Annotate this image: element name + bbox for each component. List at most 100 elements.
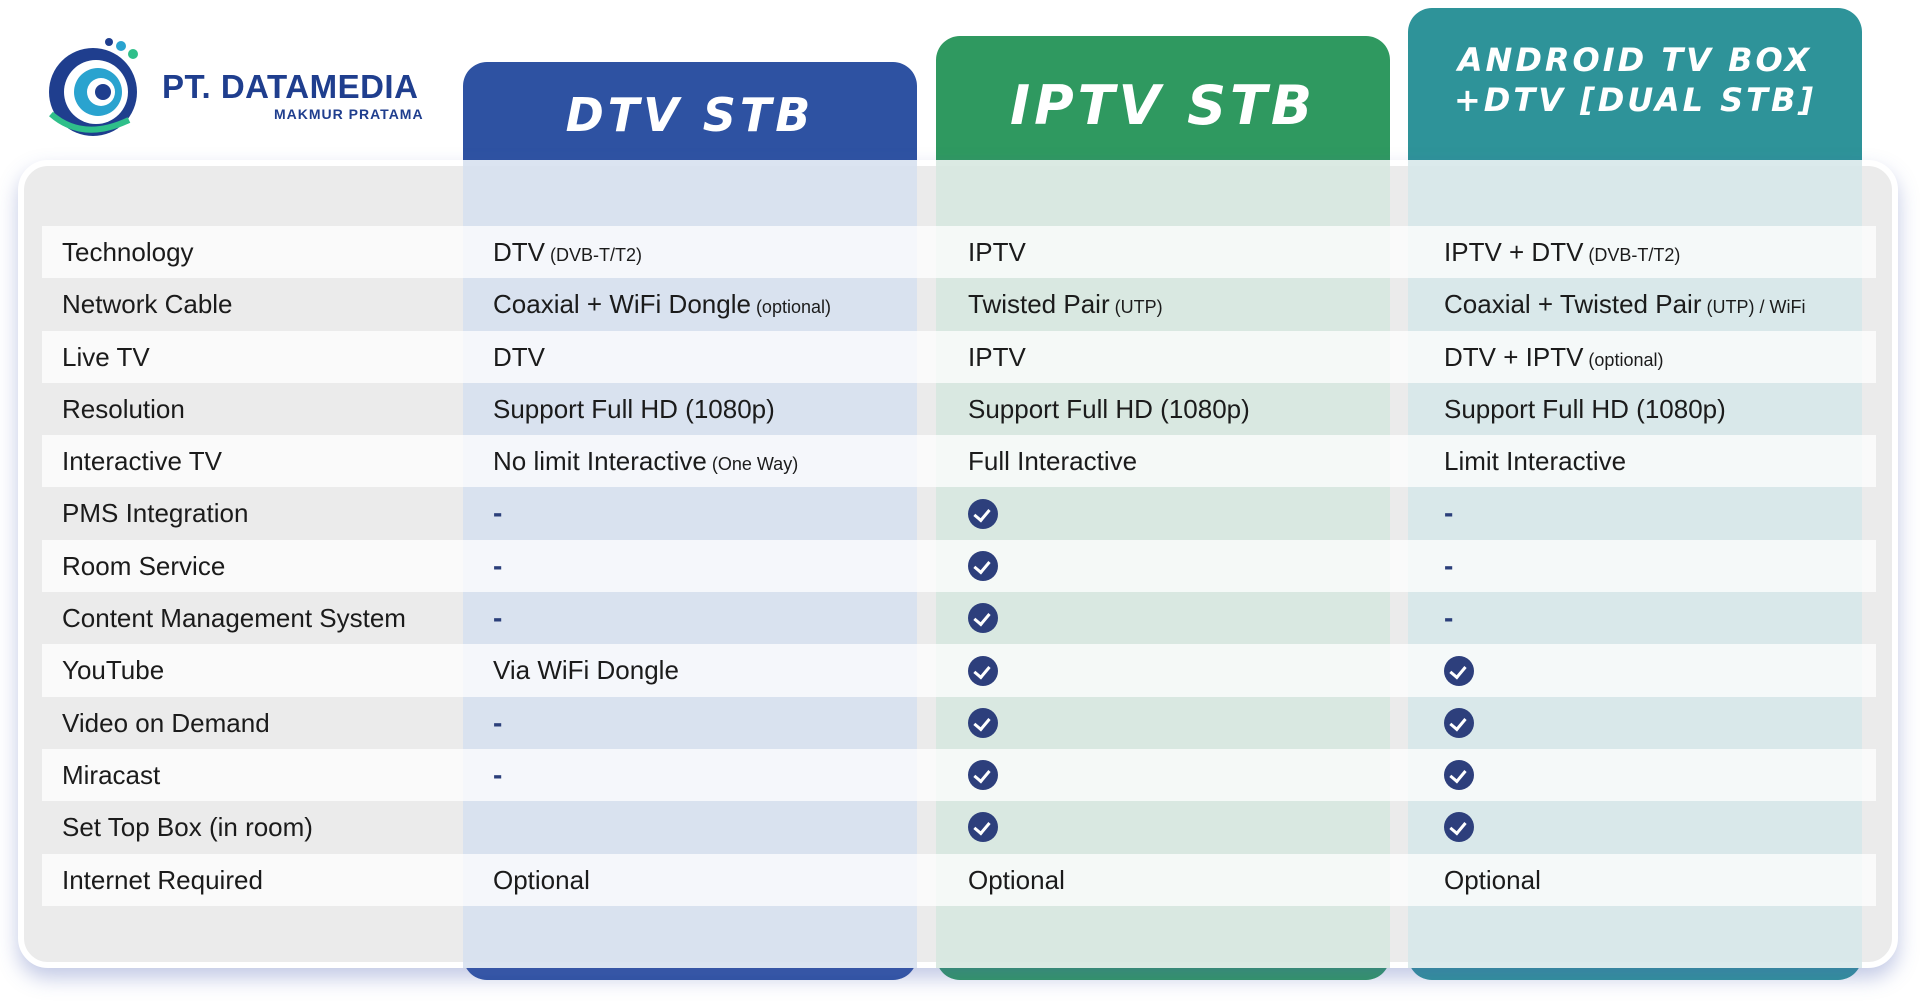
cell-text: Full Interactive [968,446,1138,477]
dash-symbol: - [493,706,503,738]
table-row: Video on Demand - [42,697,1876,749]
cell-android: Limit Interactive [1444,435,1626,487]
cell-iptv: Optional [968,854,1065,906]
cell-dtv: - [493,749,502,801]
cell-note: (UTP) [1109,297,1163,318]
cell-text: Limit Interactive [1444,446,1627,477]
dash-symbol: - [493,549,503,581]
check-circle-icon [1444,812,1474,843]
cell-text: Support Full HD (1080p) [493,393,775,424]
cell-text: IPTV [968,237,1026,267]
feature-label: Network Cable [62,289,233,320]
cell-text: Coaxial + Twisted Pair [1444,289,1702,320]
cell-android [1444,749,1474,801]
cell-iptv [968,801,998,853]
check-circle-icon [968,498,998,529]
column-header-android-line1: ANDROID TV BOX [1457,41,1813,79]
feature-label: Miracast [62,759,161,790]
cell-iptv [968,697,998,749]
cell-dtv: Optional [493,854,590,906]
table-row: Resolution Support Full HD (1080p) Support… [42,383,1876,435]
cell-iptv [968,644,998,696]
dash-symbol: - [1444,497,1454,529]
check-circle-icon [1444,707,1474,738]
feature-label: Live TV [62,341,150,372]
cell-android: - [1444,592,1453,644]
cell-note: (DVB-T/T2) [1583,245,1681,265]
cell-text: Via WiFi Dongle [493,655,679,686]
check-circle-icon [968,812,998,843]
cell-dtv: - [493,540,502,592]
table-row: Set Top Box (in room) [42,801,1876,853]
table-row: Live TV DTV IPTV DTV + IPTV (optional) [42,330,1876,383]
feature-label: Content Management System [62,603,406,634]
dash-symbol: - [1444,602,1454,634]
column-header-android-line2: +DTV [DUAL STB] [1453,81,1817,119]
dash-symbol: - [493,497,503,529]
cell-text: IPTV + DTV [1444,237,1584,267]
dash-symbol: - [493,602,503,634]
check-circle-icon [968,550,998,581]
check-circle-icon [968,707,998,738]
cell-iptv: IPTV [968,226,1026,278]
company-subtitle: MAKMUR PRATAMA [274,106,424,122]
table-row: Internet Required Optional Optional Optiona… [42,853,1876,906]
table-row: PMS Integration - - [42,487,1876,539]
cell-text: Coaxial + WiFi Dongle [493,289,751,320]
cell-dtv: DTV [493,331,545,383]
cell-dtv: - [493,487,502,539]
cell-android: DTV + IPTV (optional) [1444,331,1663,383]
cell-dtv: Via WiFi Dongle [493,644,679,696]
feature-label: PMS Integration [62,498,249,529]
feature-label: Interactive TV [62,446,222,477]
check-circle-icon [968,760,998,791]
cell-android [1444,644,1474,696]
cell-iptv: Full Interactive [968,435,1137,487]
column-header-android: ANDROID TV BOX +DTV [DUAL STB] [1408,40,1862,120]
cell-dtv: - [493,697,502,749]
column-header-iptv: IPTV STB [1010,74,1316,137]
cell-text: DTV [493,341,545,372]
dash-symbol: - [1444,549,1454,581]
cell-text: No limit Interactive [493,446,707,477]
feature-label: Technology [62,237,194,267]
cell-iptv: Support Full HD (1080p) [968,383,1250,435]
cell-dtv: No limit Interactive (One Way) [493,435,798,487]
table-row: Network Cable Coaxial + WiFi Dongle (opti… [42,278,1876,330]
cell-android: Coaxial + Twisted Pair (UTP) / WiFi [1444,278,1805,330]
company-logo: PT. DATAMEDIA MAKMUR PRATAMA [42,34,462,144]
table-row: Technology DTV (DVB-T/T2) IPTV IPTV + DTV (… [42,226,1876,279]
cell-android [1444,697,1474,749]
column-header-dtv: DTV STB [565,88,815,142]
cell-iptv [968,592,998,644]
check-circle-icon [1444,760,1474,791]
company-name: PT. DATAMEDIA [162,68,419,105]
datamedia-logo-icon [49,38,138,136]
check-circle-icon [1444,655,1474,686]
table-row: YouTube Via WiFi Dongle [42,644,1876,697]
table-row: Miracast - [42,748,1876,802]
cell-iptv [968,749,998,801]
cell-text: Twisted Pair [968,289,1110,320]
cell-text: Support Full HD (1080p) [968,393,1250,424]
dash-symbol: - [493,758,503,790]
feature-label: Set Top Box (in room) [62,812,313,843]
check-circle-icon [968,603,998,634]
cell-note: (optional) [750,297,831,318]
cell-android: Support Full HD (1080p) [1444,383,1726,435]
cell-android: IPTV + DTV (DVB-T/T2) [1444,226,1680,278]
feature-label: Room Service [62,550,226,581]
comparison-table: Technology DTV (DVB-T/T2) IPTV IPTV + DTV (… [42,226,1876,906]
table-row: Room Service - - [42,539,1876,593]
cell-dtv: Support Full HD (1080p) [493,383,775,435]
cell-text: Support Full HD (1080p) [1444,393,1726,424]
cell-note: (optional) [1583,349,1664,370]
cell-iptv [968,540,998,592]
cell-text: IPTV [968,341,1026,372]
cell-android: - [1444,540,1453,592]
cell-iptv: Twisted Pair (UTP) [968,278,1163,330]
cell-text: Optional [968,864,1065,895]
cell-text: DTV + IPTV [1444,341,1584,372]
cell-iptv: IPTV [968,331,1026,383]
cell-dtv: - [493,592,502,644]
